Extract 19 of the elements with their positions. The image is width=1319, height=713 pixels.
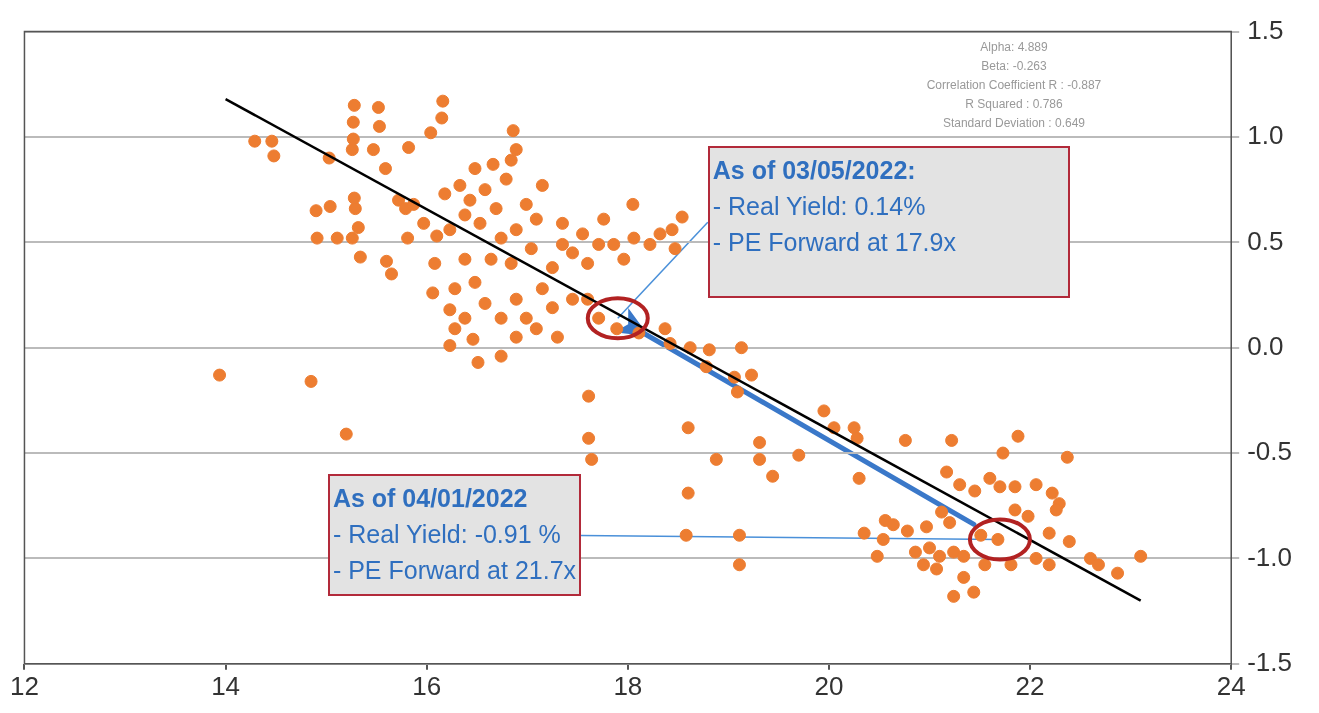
callout-box: As of 03/05/2022: - Real Yield: 0.14% - PE Forward at 17.9x (707, 146, 1070, 299)
y-tick-label: 1.0 (1247, 120, 1284, 151)
y-tick-label: 0.5 (1247, 225, 1284, 256)
y-tick-label: -1.5 (1247, 646, 1293, 677)
x-tick-label: 16 (412, 670, 442, 701)
x-tick-label: 12 (10, 670, 39, 701)
callout-box: As of 04/01/2022 - Real Yield: -0.91 % - PE Forward at 21.7x (327, 474, 582, 597)
annotation: As of 04/01/2022 - Real Yield: -0.91 % - PE Forward at 21.7x (332, 483, 577, 587)
y-tick-label: -1.0 (1247, 541, 1293, 572)
annotation: Alpha: 4.889 Beta: -0.263 Correlation Coefficient R : -0.887 R Squared : 0.786 Standard Deviation : 0.649 (925, 38, 1103, 132)
annotation: As of 03/05/2022: - Real Yield: 0.14% - PE Forward at 17.9x (712, 155, 957, 259)
x-tick-label: 22 (1015, 670, 1045, 701)
x-tick-label: 18 (613, 670, 643, 701)
y-tick-label: -0.5 (1247, 436, 1293, 467)
x-tick-label: 20 (814, 670, 844, 701)
y-tick-label: 0.0 (1247, 330, 1284, 361)
x-tick-label: 24 (1216, 670, 1246, 701)
y-tick-label: 1.5 (1247, 14, 1284, 45)
x-tick-label: 14 (211, 670, 241, 701)
